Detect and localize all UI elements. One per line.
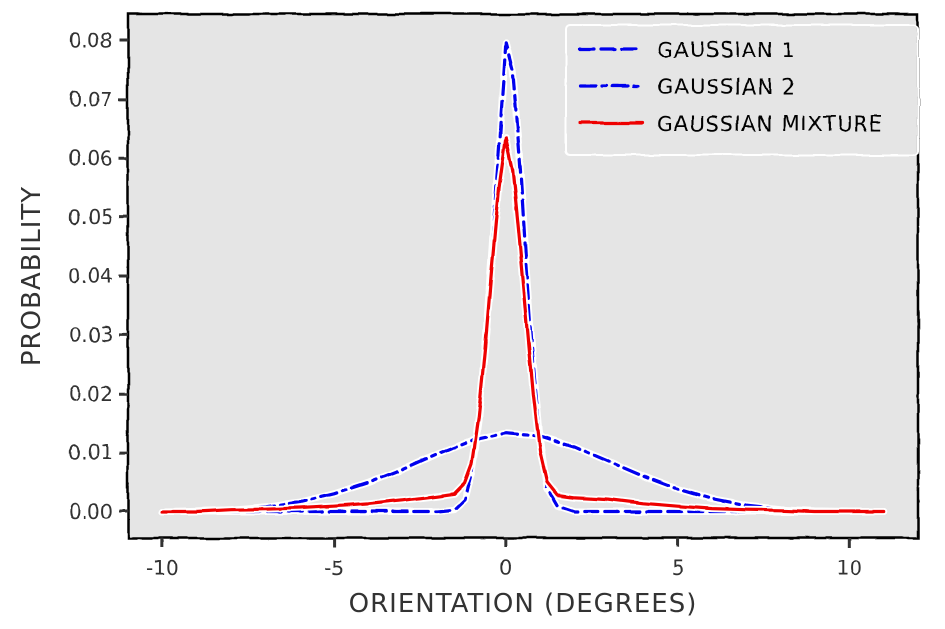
series-line-2: [160, 431, 886, 514]
x-tick-label: 0: [499, 556, 512, 580]
y-tick-label: 0.08: [68, 28, 113, 52]
x-tick-label: 10: [837, 556, 862, 580]
series-line-3: [160, 136, 886, 514]
legend: GAUSSIAN 1 GAUSSIAN 2 GAUSSIAN MIXTURE: [565, 24, 919, 156]
series-line-1: [160, 41, 886, 514]
y-tick-label: 0.00: [68, 500, 113, 524]
y-axis-label: PROBABILITY: [17, 186, 47, 366]
legend-label-2: GAUSSIAN 2: [657, 75, 796, 99]
y-tick-label: 0.02: [68, 382, 113, 406]
x-tick-label: -10: [146, 556, 179, 580]
legend-box: [565, 24, 919, 156]
y-tick-label: 0.03: [68, 323, 113, 347]
y-tick-label: 0.04: [68, 264, 113, 288]
y-tick-label: 0.01: [68, 441, 113, 465]
legend-label-3: GAUSSIAN MIXTURE: [657, 112, 883, 136]
x-tick-label: 5: [671, 556, 684, 580]
y-tick-label: 0.06: [68, 146, 113, 170]
y-tick-label: 0.07: [68, 87, 113, 111]
x-axis: -10 -5 0 5 10: [146, 538, 862, 580]
y-tick-label: 0.05: [68, 205, 113, 229]
y-axis: 0.00 0.01 0.02 0.03 0.04 0.05 0.06 0.07 0.08: [68, 28, 128, 524]
legend-label-1: GAUSSIAN 1: [657, 38, 796, 62]
x-axis-label: ORIENTATION (DEGREES): [349, 589, 698, 619]
series-layer: [158, 39, 888, 515]
x-tick-label: -5: [324, 556, 344, 580]
